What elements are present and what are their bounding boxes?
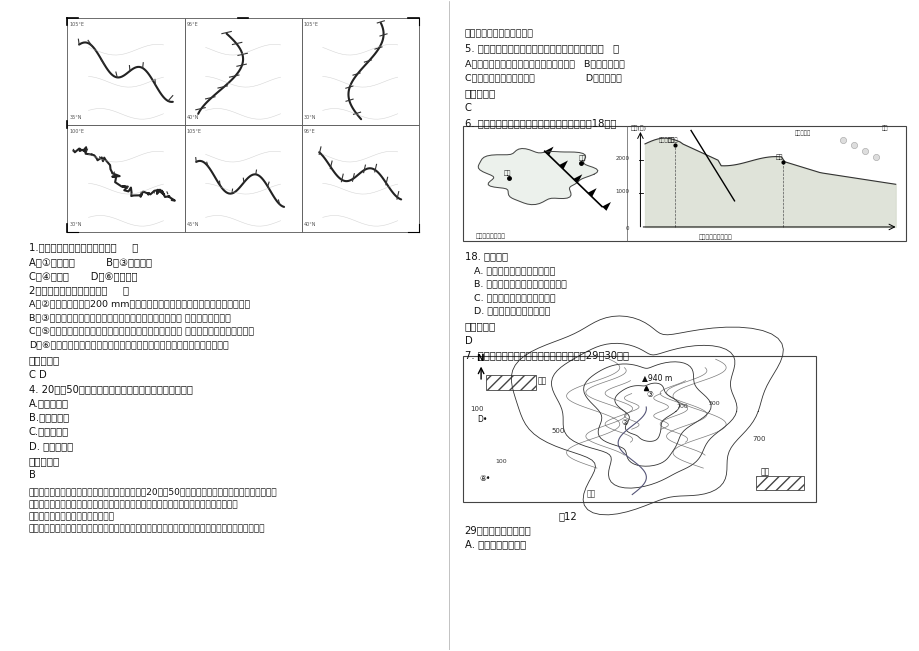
Text: 昆明: 昆明 <box>504 171 511 176</box>
Text: C．④是南岭       D．⑥是长白山: C．④是南岭 D．⑥是长白山 <box>28 271 137 281</box>
Text: 35°N: 35°N <box>70 115 82 120</box>
Text: 参考答案：: 参考答案： <box>28 456 60 466</box>
Text: 500: 500 <box>550 428 563 434</box>
Text: 雨区: 雨区 <box>880 126 887 132</box>
Text: A.纺织、钢铁: A.纺织、钢铁 <box>28 398 69 408</box>
Text: 贵阳: 贵阳 <box>776 155 783 160</box>
Polygon shape <box>601 202 610 211</box>
Text: 29．图中河流的流向为: 29．图中河流的流向为 <box>464 525 531 535</box>
Text: 参考答案：: 参考答案： <box>464 89 495 98</box>
Text: ③: ③ <box>646 390 652 399</box>
Text: 6. 下图是昆明准静止锋示意图。读图，完成第18题。: 6. 下图是昆明准静止锋示意图。读图，完成第18题。 <box>464 118 616 128</box>
Bar <box>301 18 418 124</box>
Text: 点评：本题难度低，学生只要掌握世界著名工业区的发展概况和世界传统工业区位发展变化即可分析: 点评：本题难度低，学生只要掌握世界著名工业区的发展概况和世界传统工业区位发展变化… <box>28 525 265 534</box>
Text: A．①是六盘山          B．③是昆仑山: A．①是六盘山 B．③是昆仑山 <box>28 256 152 267</box>
Text: D. 昆明冬季多晴朗温暖天气: D. 昆明冬季多晴朗温暖天气 <box>464 307 550 316</box>
Text: C．人少地多，人均耕地广                 D．土壤肥沃: C．人少地多，人均耕地广 D．土壤肥沃 <box>464 74 621 82</box>
Bar <box>185 124 301 232</box>
Text: 1.对图中山脉的判断正确的是（     ）: 1.对图中山脉的判断正确的是（ ） <box>28 243 138 253</box>
Text: 7. 读某地等高线示意图（单位：米），回答29～30题。: 7. 读某地等高线示意图（单位：米），回答29～30题。 <box>464 350 628 360</box>
Text: C D: C D <box>28 370 47 380</box>
Polygon shape <box>478 148 597 204</box>
Text: 的能源地位下降，世界性钢铁过剩等原因而导致了该地区的钢铁、煤炭工业的明显衰退。: 的能源地位下降，世界性钢铁过剩等原因而导致了该地区的钢铁、煤炭工业的明显衰退。 <box>28 500 238 509</box>
Text: B: B <box>28 470 36 480</box>
Polygon shape <box>573 174 582 183</box>
Text: 40°N: 40°N <box>303 222 316 227</box>
Text: A．耕地面积广大，适宜大规模机械化耕作   B．宜农荒地多: A．耕地面积广大，适宜大规模机械化耕作 B．宜农荒地多 <box>464 60 624 69</box>
Text: D: D <box>464 336 471 346</box>
Text: 2．山脉分界线，正确的是（     ）: 2．山脉分界线，正确的是（ ） <box>28 285 129 296</box>
Text: 1000: 1000 <box>615 189 629 194</box>
Text: 100: 100 <box>494 459 506 464</box>
Bar <box>462 126 905 242</box>
Text: C: C <box>464 102 471 113</box>
Text: 北方冷气流: 北方冷气流 <box>793 130 810 136</box>
Text: C．⑤山脉是亚热带常绿阔叶林与温带落叶阔叶林、小麦与 水稻种植区分界线的一部分: C．⑤山脉是亚热带常绿阔叶林与温带落叶阔叶林、小麦与 水稻种植区分界线的一部分 <box>28 327 254 336</box>
Bar <box>67 124 185 232</box>
Text: 95°E: 95°E <box>187 22 199 27</box>
Text: ▲940 m: ▲940 m <box>641 373 671 382</box>
Text: A. 剖面图是沿东西方向绘制的: A. 剖面图是沿东西方向绘制的 <box>464 266 554 275</box>
Bar <box>755 476 803 490</box>
Text: 30°N: 30°N <box>303 115 316 120</box>
Text: D．⑥山脉是第二级阶梯与第三级阶梯、种植业区与畜牧业区分界线的一部分: D．⑥山脉是第二级阶梯与第三级阶梯、种植业区与畜牧业区分界线的一部分 <box>28 340 229 350</box>
Text: A．②山脉是年降水量200 mm分界线、内蒙古高原与黄土高原分界线的一部分: A．②山脉是年降水量200 mm分界线、内蒙古高原与黄土高原分界线的一部分 <box>28 299 250 309</box>
Text: 河流: 河流 <box>585 490 595 499</box>
Text: 昆明: 昆明 <box>666 138 675 143</box>
Text: N: N <box>476 354 483 363</box>
Text: 昆明准静止锋位置: 昆明准静止锋位置 <box>475 234 505 239</box>
Text: D•: D• <box>477 415 487 424</box>
Text: 试题分析：鲁尔工业区的主导产业为钢铁和煤炭；20世纪50年代以来，随着新科技革命的冲机，煤炭: 试题分析：鲁尔工业区的主导产业为钢铁和煤炭；20世纪50年代以来，随着新科技革命… <box>28 488 278 497</box>
Text: 考点：本题考查世界著名的工业区。: 考点：本题考查世界著名的工业区。 <box>28 512 115 521</box>
Polygon shape <box>544 146 553 156</box>
Text: 40°N: 40°N <box>187 115 199 120</box>
Text: 甲村: 甲村 <box>538 376 547 385</box>
Bar <box>185 18 301 124</box>
Text: 0: 0 <box>625 225 629 230</box>
Text: 2000: 2000 <box>615 156 629 161</box>
Text: B．③山脉是内流区与外流区、高原气候区与热带季风气候 区分界线的一部分: B．③山脉是内流区与外流区、高原气候区与热带季风气候 区分界线的一部分 <box>28 313 231 322</box>
Text: 700: 700 <box>675 404 687 409</box>
Text: 贵阳: 贵阳 <box>578 155 585 161</box>
Bar <box>67 18 185 124</box>
Text: 西南暖湿气流: 西南暖湿气流 <box>658 137 677 143</box>
Text: 图12: 图12 <box>558 512 577 521</box>
Text: 、注意调用课本相关内容。: 、注意调用课本相关内容。 <box>464 29 533 38</box>
Text: 105°E: 105°E <box>303 22 319 27</box>
Text: 参考答案：: 参考答案： <box>28 355 60 365</box>
Bar <box>462 356 815 502</box>
Text: 5. 东北成为我国重要的商品粮基地的主要原因是（   ）: 5. 东北成为我国重要的商品粮基地的主要原因是（ ） <box>464 44 618 53</box>
Text: 乙村: 乙村 <box>760 467 769 476</box>
Text: C.机械、煤炭: C.机械、煤炭 <box>28 426 69 437</box>
Text: 45°N: 45°N <box>187 222 199 227</box>
Text: 参考答案：: 参考答案： <box>464 322 495 331</box>
Text: 海拔(米): 海拔(米) <box>630 126 646 132</box>
Text: ②: ② <box>621 417 628 426</box>
Bar <box>301 124 418 232</box>
Text: D. 钢铁、电力: D. 钢铁、电力 <box>28 441 73 451</box>
Text: A. 先向北，再向东北: A. 先向北，再向东北 <box>464 539 525 549</box>
Text: 95°E: 95°E <box>303 129 315 134</box>
Text: 700: 700 <box>752 436 765 441</box>
Text: 105°E: 105°E <box>70 22 85 27</box>
Text: ⑧•: ⑧• <box>479 475 490 484</box>
Text: B.钢铁、煤炭: B.钢铁、煤炭 <box>28 412 69 422</box>
Polygon shape <box>587 188 596 197</box>
Text: 30°N: 30°N <box>70 222 82 227</box>
Text: C. 昆明与贵阳冬季多冷湿天气: C. 昆明与贵阳冬季多冷湿天气 <box>464 293 554 302</box>
Text: 105°E: 105°E <box>187 129 201 134</box>
Text: 500: 500 <box>708 401 720 406</box>
Text: 昆明准静止锋剖面图: 昆明准静止锋剖面图 <box>698 234 732 240</box>
Text: 100: 100 <box>470 406 483 412</box>
Text: 100°E: 100°E <box>70 129 85 134</box>
Bar <box>485 376 536 390</box>
Text: 18. 从图可知: 18. 从图可知 <box>464 251 507 262</box>
Polygon shape <box>559 161 567 169</box>
Text: 4. 20世纪50年代以来，鲁尔区衰落最明显的工业部门是: 4. 20世纪50年代以来，鲁尔区衰落最明显的工业部门是 <box>28 384 193 394</box>
Text: B. 云贵高原地势自东北向西南倾斜: B. 云贵高原地势自东北向西南倾斜 <box>464 279 566 288</box>
